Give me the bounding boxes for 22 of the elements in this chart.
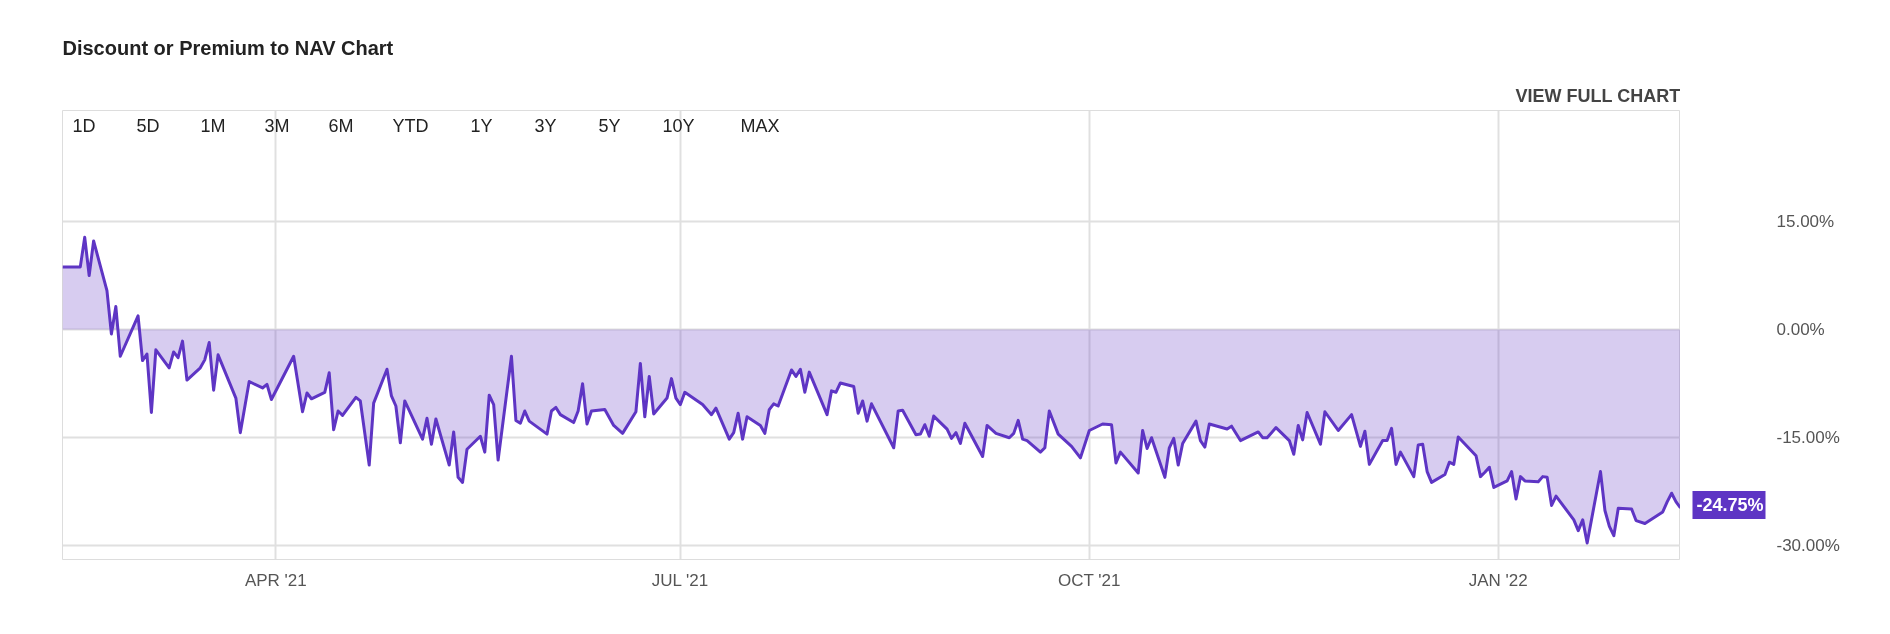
text: VIEW FULL CHART	[1515, 85, 1681, 106]
x-tick-label: JUL '21	[651, 570, 709, 590]
y-tick-label: -15.00%	[1776, 428, 1840, 448]
y-tick-label: -30.00%	[1776, 536, 1840, 556]
annotation: 6M	[328, 115, 354, 136]
annotation: 5Y	[598, 115, 621, 136]
annotation: 3M	[264, 115, 290, 136]
x-tick-label: OCT '21	[1057, 570, 1121, 590]
x-tick-label: APR '21	[244, 570, 307, 590]
y-tick-label: 0.00%	[1776, 320, 1825, 340]
annotation: 10Y	[662, 115, 695, 136]
annotation: 5D	[136, 115, 160, 136]
y-tick-label: 15.00%	[1776, 211, 1835, 231]
annotation: -24.75%	[1696, 494, 1764, 515]
annotation: 1D	[72, 115, 96, 136]
annotation: 3Y	[534, 115, 557, 136]
chart-title: Discount or Premium to NAV Chart	[62, 36, 394, 59]
annotation: 1Y	[470, 115, 493, 136]
annotation: MAX	[740, 115, 780, 136]
annotation: YTD	[392, 115, 429, 136]
x-tick-label: JAN '22	[1468, 570, 1528, 590]
annotation: 1M	[200, 115, 226, 136]
